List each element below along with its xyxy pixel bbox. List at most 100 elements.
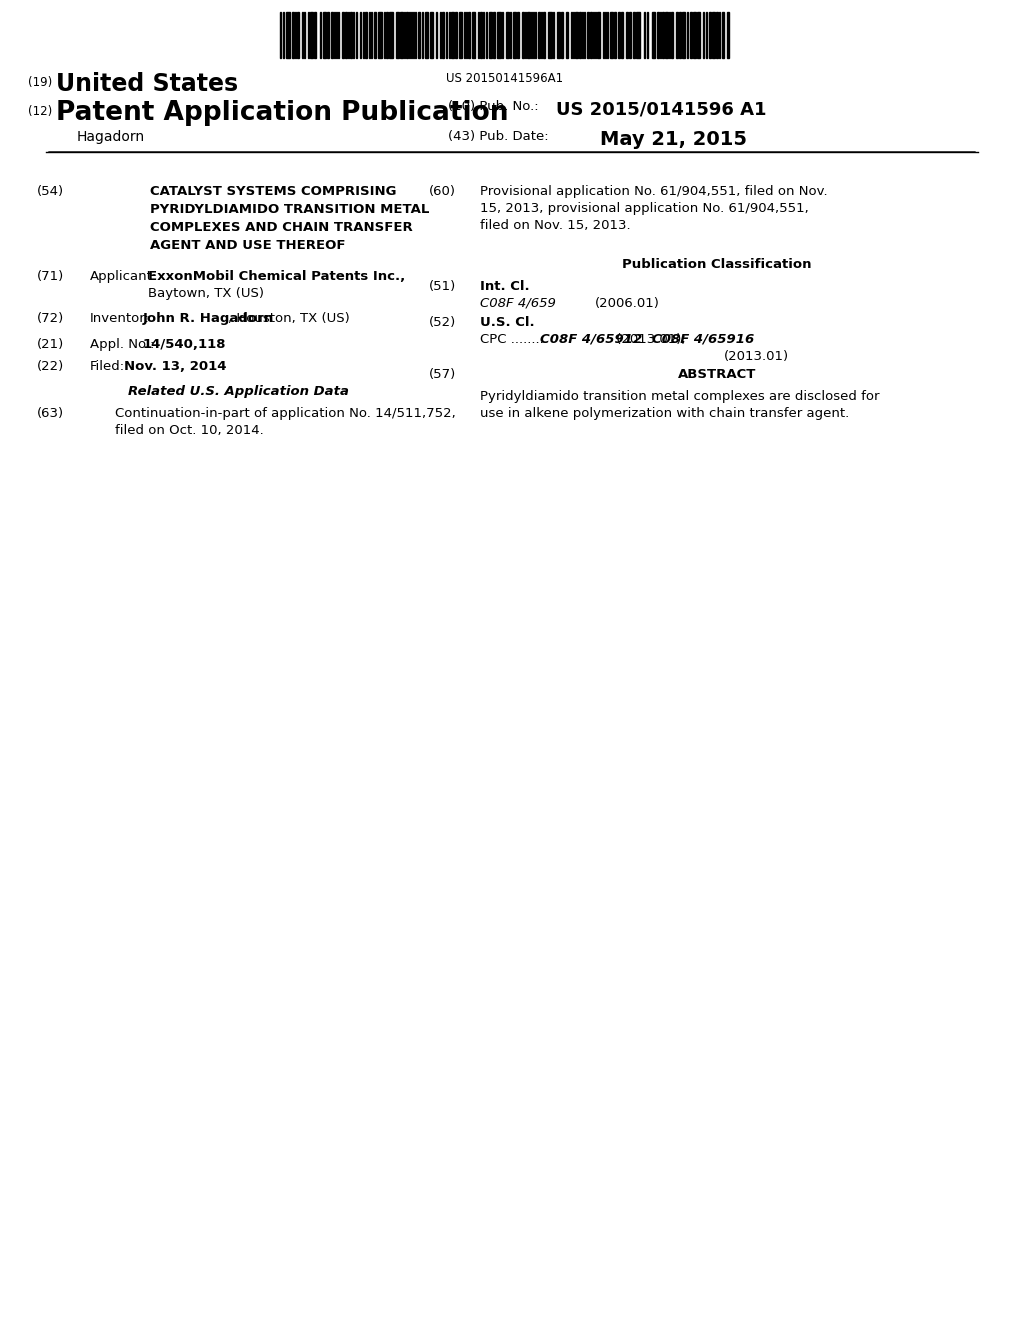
Bar xyxy=(629,12,631,58)
Bar xyxy=(406,12,408,58)
Bar xyxy=(636,12,640,58)
Bar xyxy=(557,12,560,58)
Bar xyxy=(671,12,673,58)
Bar xyxy=(722,12,724,58)
Bar xyxy=(709,12,711,58)
Bar xyxy=(665,12,668,58)
Bar xyxy=(527,12,530,58)
Text: filed on Nov. 15, 2013.: filed on Nov. 15, 2013. xyxy=(480,219,631,232)
Bar xyxy=(472,12,475,58)
Text: Nov. 13, 2014: Nov. 13, 2014 xyxy=(124,360,226,374)
Bar xyxy=(400,12,403,58)
Text: U.S. Cl.: U.S. Cl. xyxy=(480,315,535,329)
Bar xyxy=(374,12,376,58)
Text: (2013.01);: (2013.01); xyxy=(612,333,690,346)
Bar xyxy=(297,12,299,58)
Text: (12): (12) xyxy=(28,106,52,117)
Text: ExxonMobil Chemical Patents Inc.,: ExxonMobil Chemical Patents Inc., xyxy=(148,271,406,282)
Text: (10) Pub. No.:: (10) Pub. No.: xyxy=(449,100,539,114)
Bar xyxy=(314,12,316,58)
Text: (21): (21) xyxy=(37,338,63,351)
Bar xyxy=(538,12,540,58)
Bar xyxy=(626,12,628,58)
Text: Publication Classification: Publication Classification xyxy=(623,257,812,271)
Text: Filed:: Filed: xyxy=(90,360,125,374)
Text: use in alkene polymerization with chain transfer agent.: use in alkene polymerization with chain … xyxy=(480,407,849,420)
Bar xyxy=(493,12,495,58)
Text: filed on Oct. 10, 2014.: filed on Oct. 10, 2014. xyxy=(115,424,264,437)
Bar xyxy=(489,12,492,58)
Bar xyxy=(389,12,393,58)
Text: (2006.01): (2006.01) xyxy=(595,297,659,310)
Text: Patent Application Publication: Patent Application Publication xyxy=(56,100,509,125)
Bar xyxy=(378,12,382,58)
Bar xyxy=(579,12,581,58)
Text: (51): (51) xyxy=(429,280,456,293)
Text: C08F 4/65916: C08F 4/65916 xyxy=(652,333,755,346)
Text: Baytown, TX (US): Baytown, TX (US) xyxy=(148,286,264,300)
Bar xyxy=(614,12,616,58)
Bar xyxy=(425,12,428,58)
Text: Pyridyldiamido transition metal complexes are disclosed for: Pyridyldiamido transition metal complexe… xyxy=(480,389,880,403)
Bar xyxy=(652,12,655,58)
Text: (52): (52) xyxy=(429,315,456,329)
Bar xyxy=(548,12,552,58)
Text: , Houston, TX (US): , Houston, TX (US) xyxy=(228,312,350,325)
Bar xyxy=(386,12,388,58)
Bar xyxy=(697,12,700,58)
Bar xyxy=(657,12,659,58)
Text: C08F 4/65912: C08F 4/65912 xyxy=(540,333,642,346)
Text: 14/540,118: 14/540,118 xyxy=(143,338,226,351)
Bar xyxy=(543,12,545,58)
Text: (43) Pub. Date:: (43) Pub. Date: xyxy=(449,129,549,143)
Text: May 21, 2015: May 21, 2015 xyxy=(600,129,746,149)
Bar xyxy=(327,12,329,58)
Bar xyxy=(679,12,681,58)
Bar xyxy=(561,12,563,58)
Bar xyxy=(350,12,352,58)
Bar xyxy=(610,12,613,58)
Bar xyxy=(590,12,592,58)
Bar xyxy=(286,12,290,58)
Bar xyxy=(331,12,333,58)
Bar xyxy=(468,12,470,58)
Text: (19): (19) xyxy=(28,77,52,88)
Text: Continuation-in-part of application No. 14/511,752,: Continuation-in-part of application No. … xyxy=(115,407,456,420)
Bar xyxy=(587,12,589,58)
Bar xyxy=(442,12,444,58)
Bar xyxy=(682,12,685,58)
Bar xyxy=(727,12,729,58)
Text: (54): (54) xyxy=(37,185,63,198)
Bar xyxy=(712,12,715,58)
Bar xyxy=(345,12,347,58)
Bar xyxy=(566,12,568,58)
Bar xyxy=(430,12,433,58)
Bar xyxy=(342,12,344,58)
Text: Inventor:: Inventor: xyxy=(90,312,150,325)
Bar xyxy=(506,12,509,58)
Text: CATALYST SYSTEMS COMPRISING: CATALYST SYSTEMS COMPRISING xyxy=(150,185,396,198)
Text: (60): (60) xyxy=(429,185,456,198)
Text: (22): (22) xyxy=(37,360,63,374)
Bar xyxy=(480,12,482,58)
Text: Applicant:: Applicant: xyxy=(90,271,158,282)
Bar xyxy=(459,12,462,58)
Text: (2013.01): (2013.01) xyxy=(724,350,790,363)
Text: PYRIDYLDIAMIDO TRANSITION METAL: PYRIDYLDIAMIDO TRANSITION METAL xyxy=(150,203,429,216)
Bar xyxy=(513,12,516,58)
Bar xyxy=(618,12,620,58)
Text: CPC .........: CPC ......... xyxy=(480,333,552,346)
Text: (71): (71) xyxy=(37,271,63,282)
Text: COMPLEXES AND CHAIN TRANSFER: COMPLEXES AND CHAIN TRANSFER xyxy=(150,220,413,234)
Bar xyxy=(676,12,678,58)
Text: 15, 2013, provisional application No. 61/904,551,: 15, 2013, provisional application No. 61… xyxy=(480,202,809,215)
Bar xyxy=(662,12,664,58)
Text: Related U.S. Application Data: Related U.S. Application Data xyxy=(128,385,348,399)
Text: John R. Hagadorn: John R. Hagadorn xyxy=(143,312,274,325)
Bar xyxy=(716,12,718,58)
Text: United States: United States xyxy=(56,73,239,96)
Bar xyxy=(451,12,454,58)
Bar xyxy=(497,12,501,58)
Bar xyxy=(522,12,524,58)
Bar xyxy=(323,12,326,58)
